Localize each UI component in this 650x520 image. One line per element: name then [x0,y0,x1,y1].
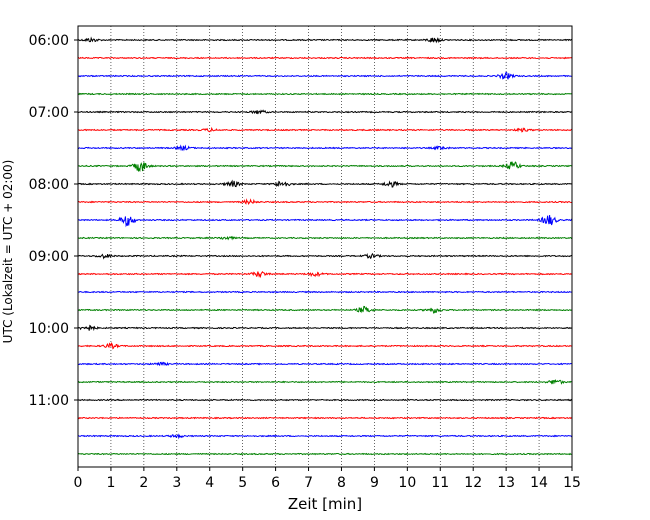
trace-1030 [77,361,573,367]
trace-0745 [77,161,573,173]
y-axis-ticks: 06:00 07:00 08:00 09:00 10:00 11:00 [29,33,78,409]
trace-1045 [77,378,573,385]
trace-0945 [77,305,573,314]
x-tick-label: 6 [271,475,280,491]
trace-0915 [77,271,573,279]
trace-1000 [77,324,573,332]
y-tick-label: 09:00 [29,249,69,265]
x-tick-label: 2 [139,475,148,491]
trace-layer [77,36,573,456]
trace-0800 [77,179,573,188]
trace-0845 [77,235,573,241]
trace-1145 [77,452,573,456]
trace-1115 [77,416,573,420]
x-tick-label: 3 [172,475,181,491]
x-tick-label: 1 [106,475,115,491]
x-tick-label: 9 [370,475,379,491]
x-tick-label: 13 [497,475,515,491]
x-axis-ticks: 0 1 2 3 4 5 6 7 8 9 10 11 12 13 14 15 [74,467,581,491]
x-tick-label: 15 [563,475,581,491]
x-tick-label: 8 [337,475,346,491]
trace-0900 [77,252,573,260]
y-tick-label: 07:00 [29,105,69,121]
trace-0630 [77,71,573,80]
trace-1100 [77,398,573,402]
trace-0700 [77,109,573,115]
x-tick-label: 12 [464,475,482,491]
x-tick-label: 14 [530,475,548,491]
x-axis-label: Zeit [min] [288,495,362,513]
trace-0645 [77,92,573,96]
y-tick-label: 10:00 [29,321,69,337]
y-tick-label: 06:00 [29,33,69,49]
trace-0730 [77,144,573,152]
x-tick-label: 11 [431,475,449,491]
x-tick-label: 4 [205,475,214,491]
trace-0600 [77,36,573,44]
plot-frame [77,25,573,468]
y-tick-label: 08:00 [29,177,69,193]
trace-0930 [77,290,573,294]
trace-1130 [77,433,573,440]
y-tick-label: 11:00 [29,393,69,409]
y-axis-label: UTC (Lokalzeit = UTC + 02:00) [1,160,15,344]
trace-1015 [77,341,573,350]
x-tick-label: 7 [304,475,313,491]
x-tick-label: 5 [238,475,247,491]
trace-0715 [77,126,573,133]
trace-0815 [77,198,573,206]
x-tick-label: 10 [398,475,416,491]
trace-0615 [77,56,573,60]
x-tick-label: 0 [74,475,83,491]
trace-0830 [77,214,573,228]
